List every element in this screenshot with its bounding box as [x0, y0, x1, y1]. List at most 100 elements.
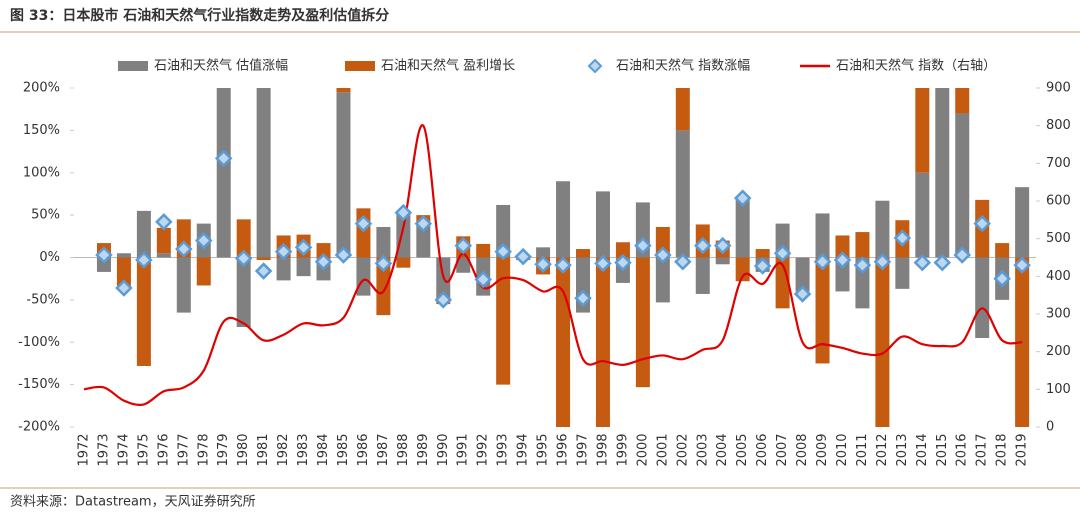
bar — [236, 257, 251, 327]
bar — [496, 257, 511, 385]
bar — [595, 257, 610, 427]
bar — [955, 113, 970, 258]
diamond-marker — [534, 255, 552, 274]
diamond-marker — [594, 254, 612, 273]
y-tick-label: 150% — [23, 123, 60, 138]
bar — [376, 257, 391, 316]
bar — [755, 249, 770, 258]
diamond-marker — [753, 257, 772, 275]
x-tick-label: 2016 — [955, 433, 970, 466]
x-tick-label: 2007 — [775, 433, 790, 466]
bar — [116, 253, 131, 258]
y-tick-label: -150% — [18, 377, 60, 392]
diamond-marker — [554, 256, 572, 274]
x-tick-label: 2019 — [1015, 433, 1030, 466]
x-tick-label: 2017 — [975, 433, 990, 466]
x-tick-label: 1978 — [196, 433, 211, 466]
bar — [975, 257, 990, 339]
bar — [556, 181, 571, 258]
bar — [456, 257, 471, 273]
diamond-marker — [614, 253, 632, 272]
x-tick-label: 2012 — [875, 433, 890, 466]
bar — [935, 88, 950, 258]
y2-tick-label: 500 — [1046, 231, 1071, 246]
bar — [915, 172, 930, 258]
diamond-marker — [115, 279, 133, 297]
diamond-marker — [294, 238, 313, 257]
diamond-marker — [693, 236, 712, 255]
x-tick-label: 1982 — [276, 433, 291, 466]
diamond-marker — [434, 291, 453, 309]
y2-tick-label: 400 — [1046, 269, 1071, 284]
diamond-marker — [993, 269, 1011, 288]
bar — [655, 257, 670, 303]
diamond-marker — [155, 213, 173, 231]
y2-tick-label: 800 — [1046, 118, 1071, 133]
diamond-marker — [574, 289, 592, 307]
bar — [156, 227, 171, 254]
bar — [815, 257, 830, 364]
bar — [236, 219, 251, 258]
y-tick-label: -200% — [18, 420, 60, 435]
x-tick-label: 2006 — [755, 433, 770, 466]
plot-area — [74, 88, 1036, 427]
bar — [156, 253, 171, 258]
bar — [396, 257, 411, 268]
bar — [136, 210, 151, 258]
x-tick-label: 1989 — [416, 433, 431, 466]
diamond-marker — [953, 246, 972, 264]
diamond-marker — [194, 231, 213, 250]
x-tick-label: 1975 — [136, 433, 151, 466]
bar — [895, 257, 910, 289]
diamond-marker — [175, 240, 193, 258]
diamond-marker — [893, 229, 912, 247]
bar — [376, 226, 391, 258]
diamond-marker — [414, 214, 433, 233]
diamond-marker — [135, 251, 153, 269]
diamond-marker — [773, 244, 792, 263]
index-line — [83, 124, 1023, 406]
bar — [695, 257, 710, 294]
bar — [675, 88, 690, 131]
diamond-marker — [933, 253, 952, 272]
legend-label: 石油和天然气 估值涨幅 — [154, 58, 288, 74]
x-tick-label: 1983 — [296, 433, 311, 466]
bar — [296, 257, 311, 277]
y2-tick-label: 300 — [1046, 307, 1071, 322]
diamond-marker — [274, 242, 293, 261]
legend-swatch — [345, 61, 375, 71]
y2-tick-label: 100 — [1046, 382, 1071, 397]
x-tick-label: 1991 — [456, 433, 471, 466]
x-tick-label: 2008 — [795, 433, 810, 466]
diamond-marker — [214, 149, 233, 168]
y2-tick-label: 200 — [1046, 344, 1071, 359]
diamond-marker — [454, 236, 473, 255]
bar — [416, 223, 431, 258]
bar — [915, 88, 930, 173]
x-tick-label: 2014 — [915, 433, 930, 466]
x-tick-label: 1972 — [77, 433, 92, 466]
bar — [635, 257, 650, 388]
y-tick-label: 0% — [39, 250, 60, 265]
legend-label: 石油和天然气 指数涨幅 — [616, 58, 750, 74]
x-tick-label: 1981 — [256, 433, 271, 466]
x-tick-label: 1998 — [595, 433, 610, 466]
diamond-marker — [1013, 256, 1031, 274]
source: 资料来源：Datastream，天风证券研究所 — [10, 494, 256, 510]
bar — [496, 204, 511, 258]
diamond-marker — [793, 285, 812, 303]
y-tick-label: -100% — [18, 335, 60, 350]
bar — [1015, 187, 1030, 258]
diamond-marker — [713, 236, 732, 255]
legend-label: 石油和天然气 盈利增长 — [381, 58, 515, 74]
bar — [256, 88, 271, 258]
bar — [556, 257, 571, 427]
x-tick-label: 1979 — [216, 433, 231, 466]
diamond-marker — [853, 256, 872, 274]
bar — [176, 257, 191, 313]
bar — [476, 243, 491, 258]
y2-tick-label: 600 — [1046, 194, 1071, 209]
diamond-marker — [674, 252, 692, 271]
bar — [96, 257, 111, 272]
